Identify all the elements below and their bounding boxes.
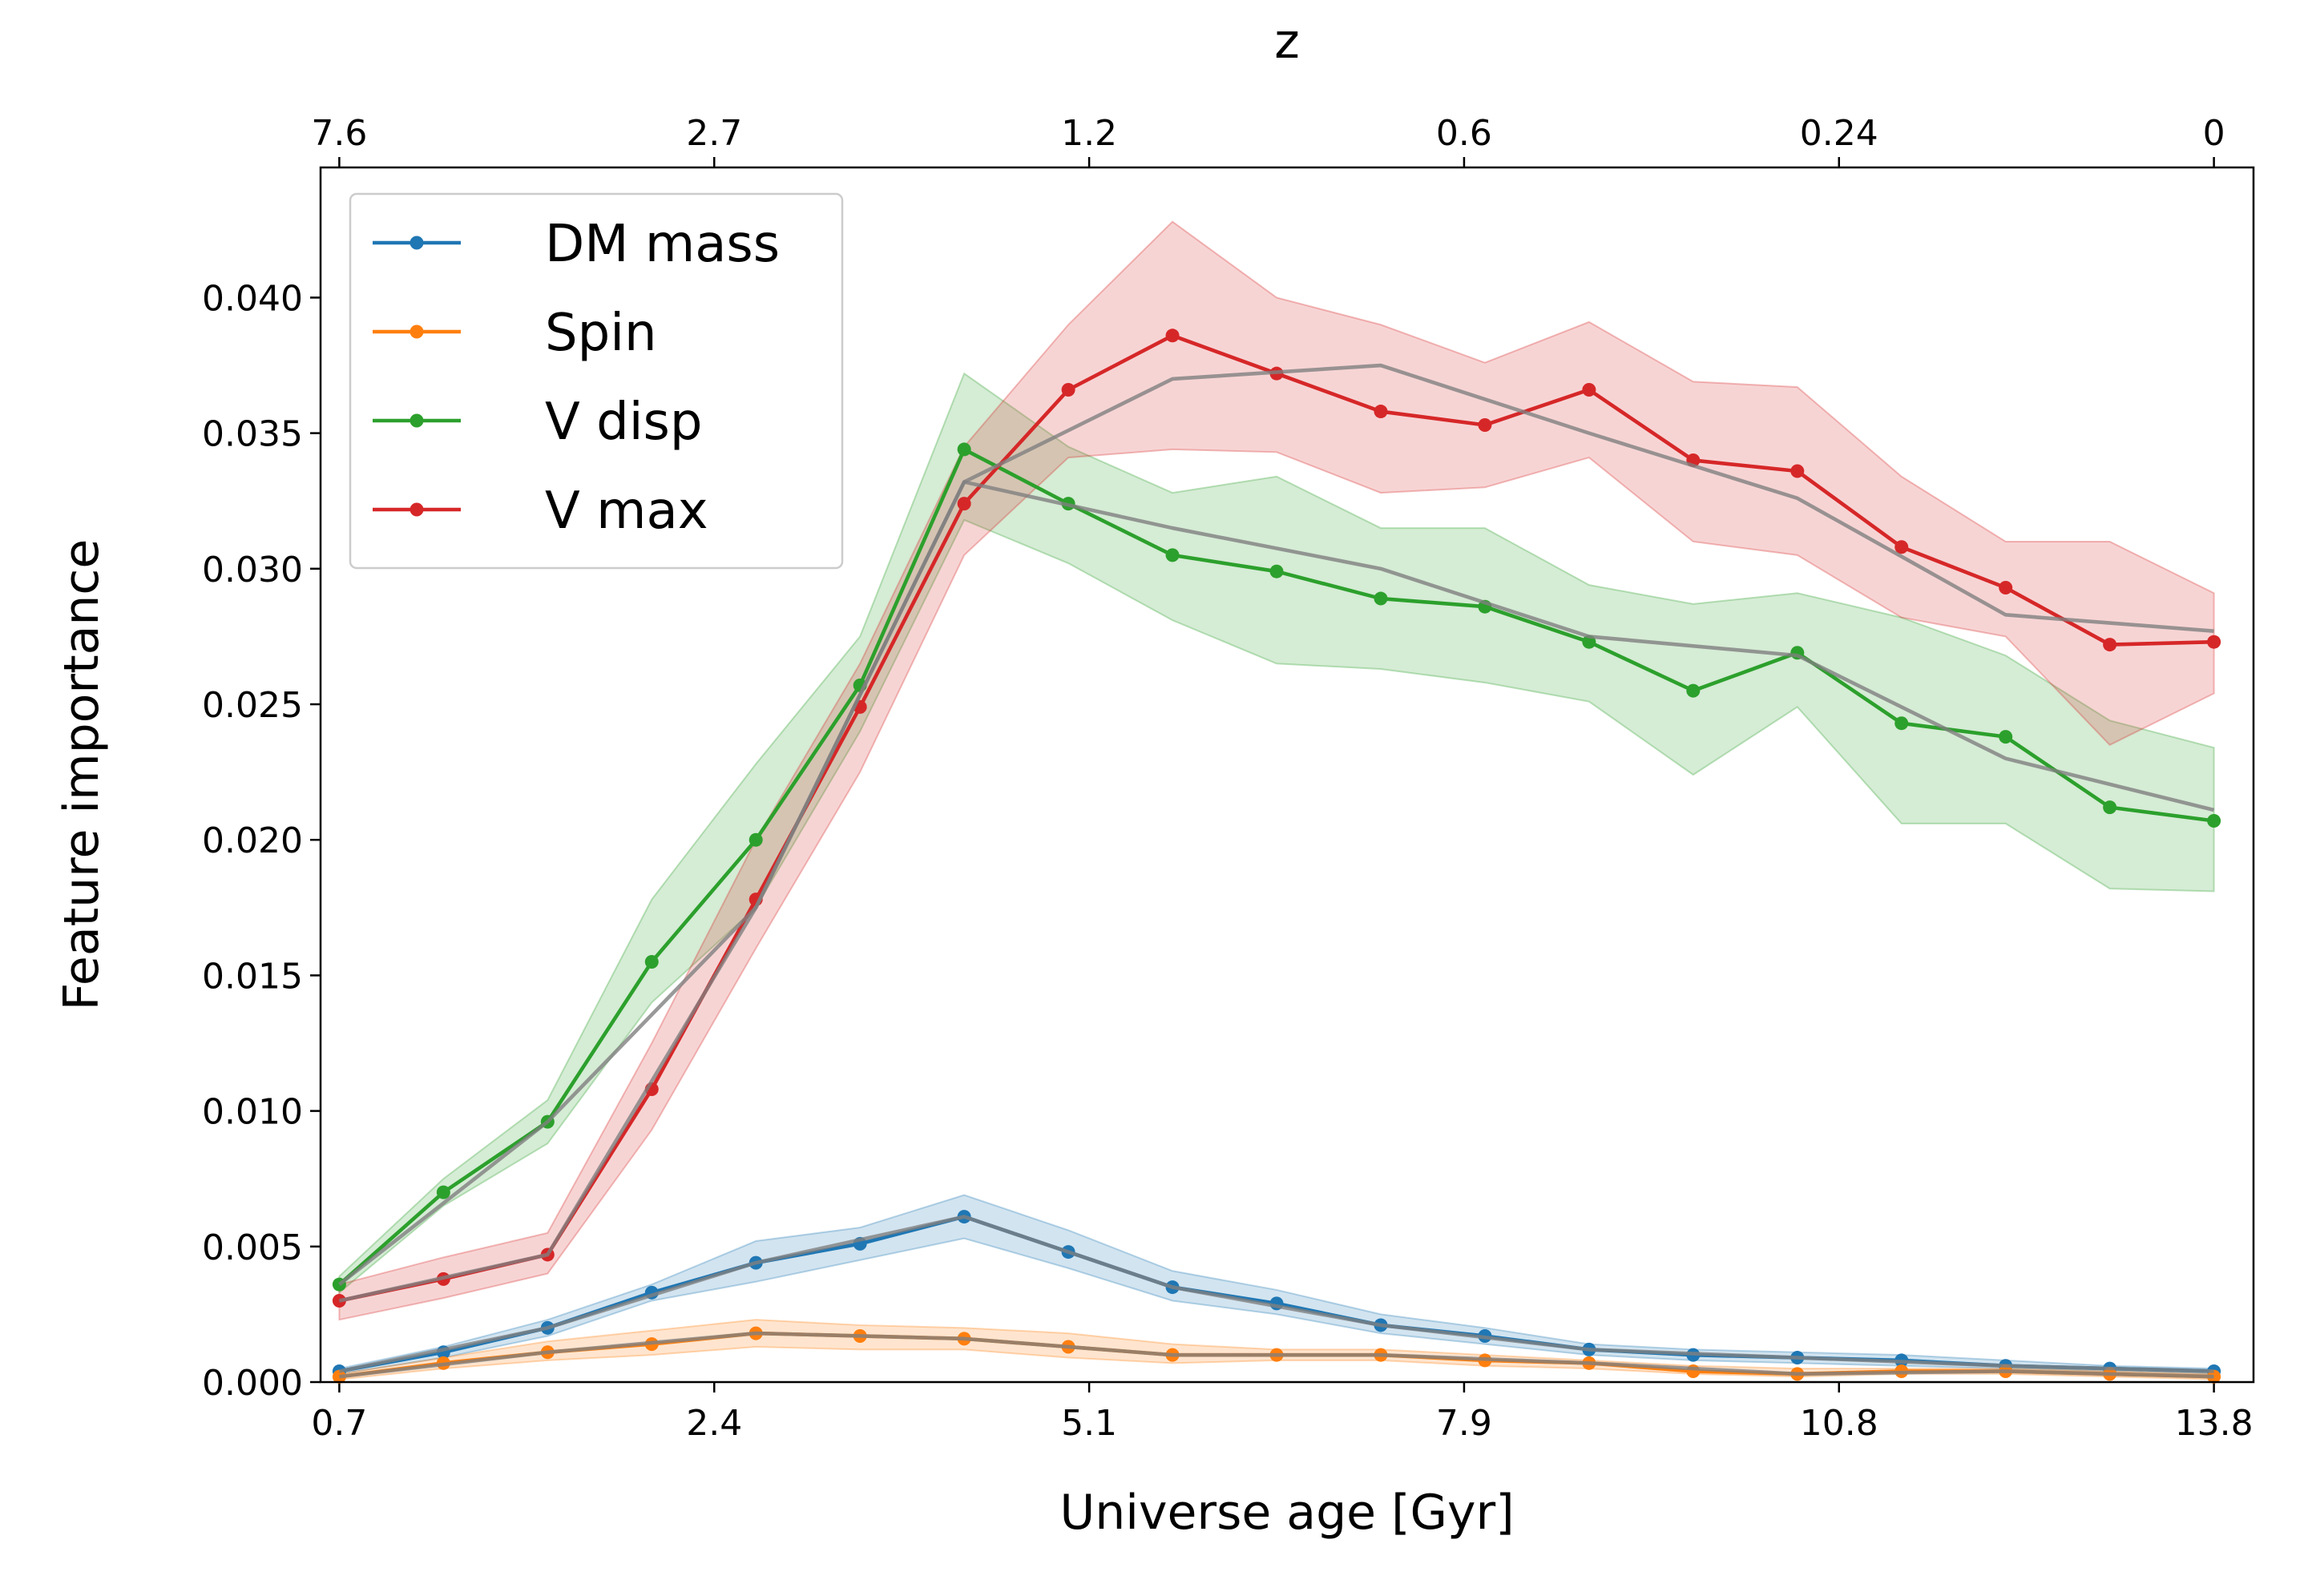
legend-label: V max	[545, 482, 708, 541]
marker	[957, 497, 971, 511]
marker	[1894, 716, 1909, 731]
top-tick-label: 7.6	[311, 113, 367, 154]
x-tick-label: 7.9	[1436, 1403, 1492, 1444]
legend-label: DM mass	[545, 215, 780, 274]
top-tick-label: 1.2	[1061, 113, 1117, 154]
marker	[1061, 382, 1075, 397]
top-tick-label: 0.6	[1436, 113, 1492, 154]
legend-box	[349, 192, 844, 570]
y-tick-label: 0.035	[202, 414, 303, 455]
fit-line	[337, 480, 2215, 1286]
x-tick-label: 2.4	[686, 1403, 742, 1444]
legend-marker	[410, 502, 424, 517]
marker	[1999, 581, 2013, 595]
marker	[1894, 540, 1909, 554]
marker	[748, 832, 763, 847]
marker	[2103, 800, 2117, 815]
top-axis-label: z	[1274, 14, 1300, 70]
marker	[957, 442, 971, 457]
marker	[1374, 591, 1388, 606]
marker	[1165, 328, 1180, 343]
x-tick-label: 0.7	[311, 1403, 367, 1444]
marker	[2207, 814, 2221, 828]
y-tick-label: 0.025	[202, 685, 303, 726]
marker	[1269, 564, 1284, 578]
top-tick-label: 2.7	[686, 113, 742, 154]
legend-label: Spin	[545, 304, 657, 363]
x-axis-label: Universe age [Gyr]	[1059, 1485, 1514, 1541]
y-tick-label: 0.040	[202, 278, 303, 319]
marker	[1790, 464, 1805, 478]
legend-marker	[410, 236, 424, 250]
fit-line	[338, 363, 2214, 1303]
band	[338, 220, 2215, 1321]
top-tick-label: 0.24	[1800, 113, 1878, 154]
y-tick-label: 0.030	[202, 550, 303, 590]
band	[338, 372, 2215, 1295]
marker	[644, 954, 659, 969]
marker	[1686, 683, 1701, 698]
x-tick-label: 5.1	[1061, 1403, 1117, 1444]
y-tick-label: 0.005	[202, 1227, 303, 1268]
x-tick-label: 13.8	[2175, 1403, 2254, 1444]
legend-marker	[410, 324, 424, 339]
y-tick-label: 0.000	[202, 1363, 303, 1404]
legend-marker	[410, 413, 424, 428]
axes-frame	[319, 166, 2255, 1384]
fit-line	[339, 1331, 2214, 1379]
y-tick-label: 0.015	[202, 956, 303, 997]
marker	[2207, 635, 2221, 649]
marker	[1999, 730, 2013, 744]
marker	[1478, 417, 1492, 432]
marker	[1165, 548, 1180, 562]
y-tick-label: 0.020	[202, 820, 303, 861]
y-axis-label: Feature importance	[54, 539, 110, 1011]
x-tick-label: 10.8	[1800, 1403, 1878, 1444]
marker	[1374, 405, 1388, 419]
top-tick-label: 0	[2203, 113, 2225, 154]
marker	[1582, 382, 1596, 397]
legend-label: V disp	[545, 393, 703, 452]
fit-line	[338, 1215, 2214, 1373]
marker	[436, 1185, 450, 1199]
y-tick-label: 0.010	[202, 1092, 303, 1133]
marker	[2103, 638, 2117, 652]
